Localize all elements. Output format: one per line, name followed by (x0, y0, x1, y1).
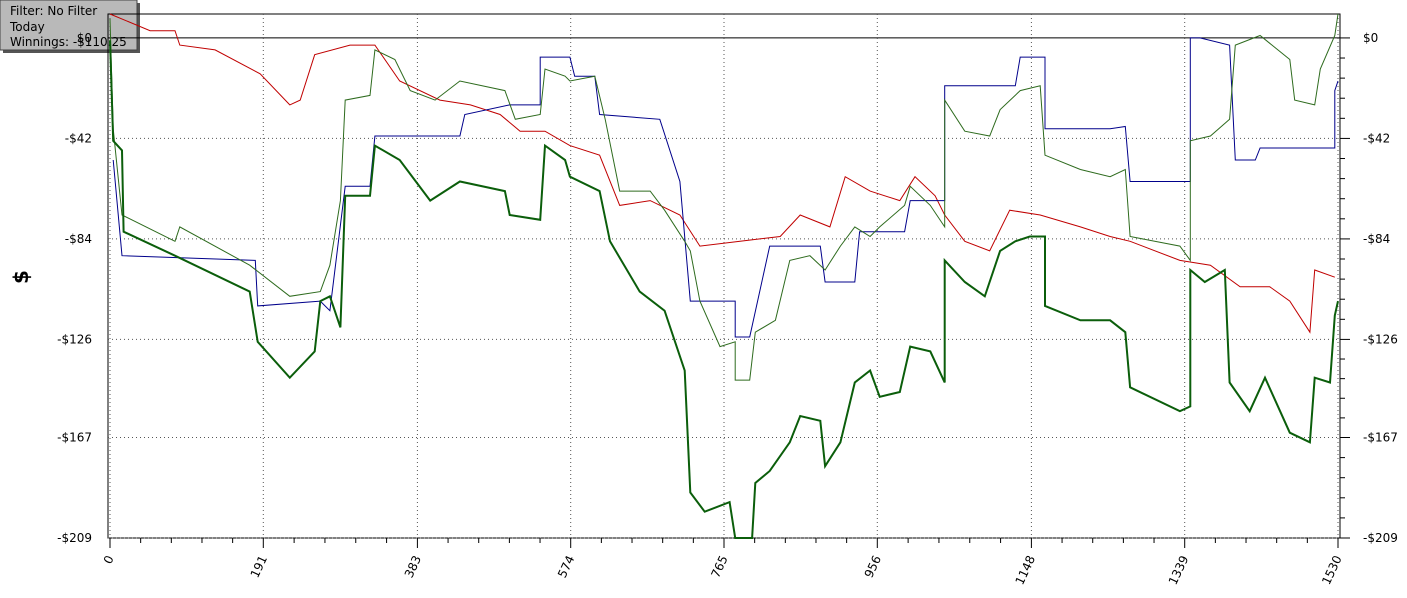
y-tick-label-right: -$126 (1363, 332, 1398, 346)
x-tick-label: 191 (248, 553, 270, 580)
x-tick-label: 1530 (1319, 553, 1345, 587)
y-tick-label: -$209 (57, 531, 92, 545)
y-tick-label-right: -$84 (1363, 232, 1390, 246)
filter-box-bg (0, 0, 138, 51)
series-line (109, 13, 1335, 334)
x-tick-label: 1148 (1013, 553, 1039, 587)
filter-box: Filter: No Filter Today Winnings: -$110.… (0, 0, 140, 53)
filter-text: Filter: No Filter (10, 4, 97, 18)
x-tick-label: 765 (708, 553, 730, 580)
y-tick-label-right: -$167 (1363, 431, 1398, 445)
plot-frame (107, 13, 1341, 539)
x-tick-label: 0 (101, 553, 117, 566)
winnings-text: Winnings: -$110.25 (10, 35, 127, 49)
series-line (112, 37, 1339, 338)
x-tick-label: 574 (555, 553, 577, 580)
series-line (109, 13, 1339, 381)
y-tick-label: -$126 (57, 332, 92, 346)
y-tick-label: -$167 (57, 431, 92, 445)
x-tick-label: 383 (402, 553, 424, 580)
y-tick-label-right: -$209 (1363, 531, 1398, 545)
y-tick-label-right: $0 (1363, 31, 1378, 45)
x-tick-label: 1339 (1166, 553, 1192, 587)
y-tick-label: -$42 (65, 131, 92, 145)
y-tick-label: -$84 (65, 232, 92, 246)
y-tick-label: $0 (77, 31, 92, 45)
period-text: Today (9, 20, 45, 34)
y-axis-label: $ (9, 270, 33, 284)
y-tick-label-right: -$42 (1363, 131, 1390, 145)
series-line (109, 40, 1339, 539)
x-tick-label: 956 (862, 553, 884, 580)
